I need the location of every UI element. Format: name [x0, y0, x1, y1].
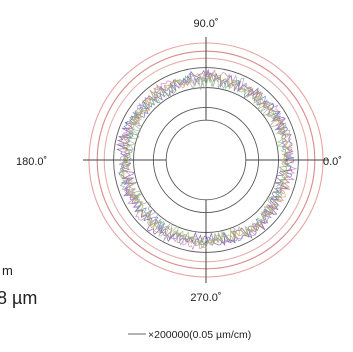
caption-fragment-magnitude: 8 µm: [0, 288, 37, 308]
trace-series-5: [118, 75, 292, 248]
measurement-traces: [115, 68, 298, 251]
scale-label: ×200000(0.05 µm/cm): [148, 329, 251, 341]
guide-ring: [152, 106, 260, 214]
angle-label-0: 0.0˚: [323, 156, 342, 168]
angle-label-90: 90.0˚: [193, 18, 218, 30]
caption-fragment-unit: m: [2, 263, 13, 278]
trace-series-6: [120, 72, 293, 249]
guide-ring: [165, 119, 247, 201]
angle-label-180: 180.0˚: [16, 156, 47, 168]
angle-label-270: 270.0˚: [190, 292, 221, 304]
